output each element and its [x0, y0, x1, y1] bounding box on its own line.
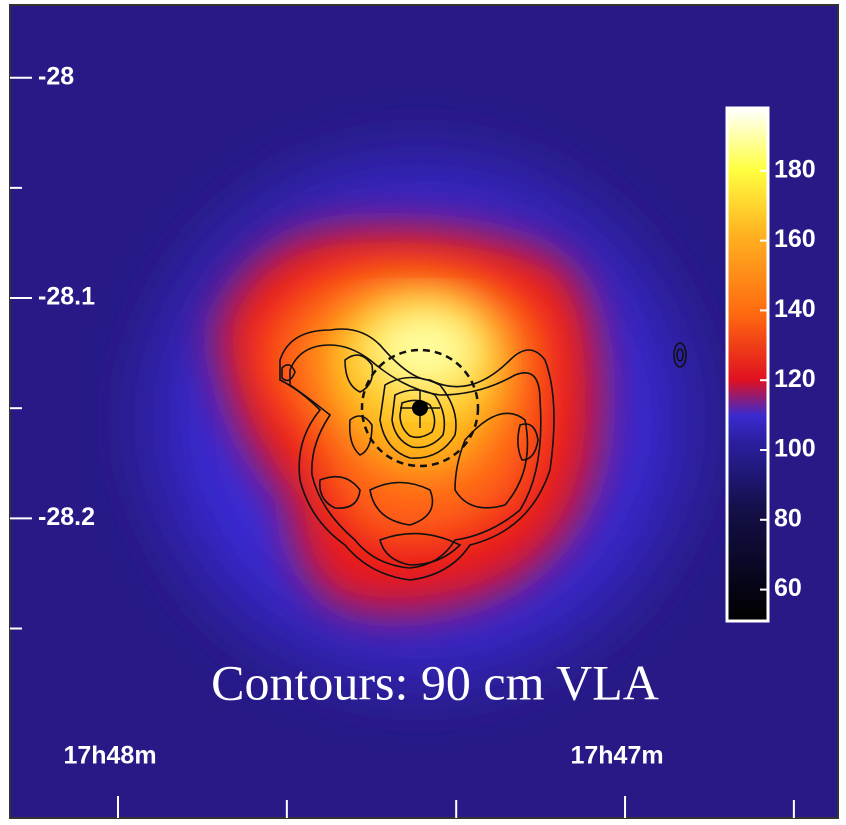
chart: Contours: 90 cm VLA -28 -28.1 -28.2 17h48m 1…: [0, 0, 846, 825]
y-tick-label: -28.2: [38, 503, 95, 531]
annotation: Contours: 90 cm VLA: [211, 654, 659, 710]
x-tick-label: 17h47m: [570, 742, 663, 770]
colorbar-tick-label: 80: [774, 504, 802, 532]
colorbar-tick-label: 100: [774, 435, 816, 463]
colorbar-tick-label: 180: [774, 155, 816, 183]
page: {"chart_data": {"type": "heatmap", "anno…: [0, 0, 846, 825]
colorbar: [727, 108, 768, 621]
colorbar-tick-label: 140: [774, 295, 816, 323]
colorbar-tick-label: 60: [774, 574, 802, 602]
colorbar-tick-label: 120: [774, 365, 816, 393]
y-tick-label: -28: [38, 62, 74, 90]
x-tick-label: 17h48m: [63, 742, 156, 770]
colorbar-tick-label: 160: [774, 225, 816, 253]
y-tick-label: -28.1: [38, 283, 95, 311]
